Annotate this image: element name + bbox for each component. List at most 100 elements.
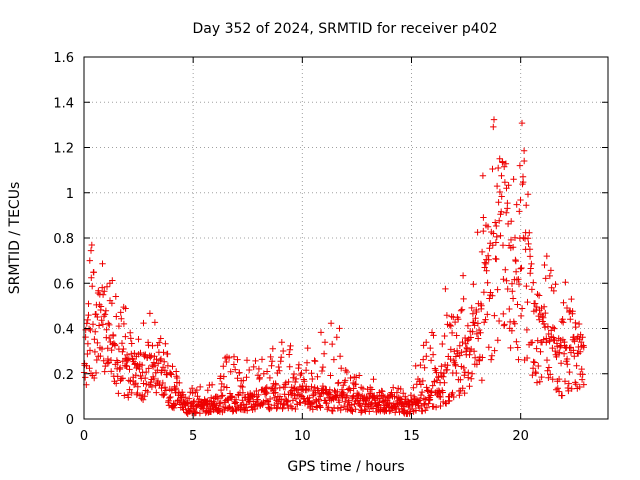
data-point — [106, 321, 113, 329]
data-point — [347, 387, 354, 394]
data-point — [128, 340, 135, 347]
data-point — [173, 374, 181, 382]
data-point — [87, 326, 94, 334]
data-point — [545, 374, 552, 381]
data-point — [230, 361, 238, 368]
data-point — [167, 370, 174, 377]
data-point — [524, 298, 531, 306]
data-point — [91, 374, 98, 382]
data-point — [104, 360, 111, 367]
data-point — [470, 319, 478, 326]
data-point — [519, 173, 527, 180]
data-point — [576, 383, 583, 391]
y-tick-label: 0 — [66, 413, 74, 428]
data-point — [515, 356, 522, 363]
data-point — [162, 340, 169, 347]
data-point — [112, 293, 119, 300]
data-point — [110, 332, 117, 340]
data-point — [272, 389, 279, 396]
data-point — [517, 196, 524, 204]
data-point — [340, 382, 347, 389]
data-point — [309, 375, 316, 383]
data-point — [541, 324, 549, 331]
data-point — [509, 288, 516, 295]
data-point — [267, 353, 274, 361]
y-tick-label: 0.8 — [53, 232, 74, 247]
data-point — [348, 407, 355, 414]
data-point — [101, 368, 108, 375]
data-point — [86, 365, 93, 372]
data-point — [558, 392, 566, 399]
data-point — [99, 260, 106, 267]
data-point — [419, 407, 426, 415]
data-point — [477, 329, 484, 336]
data-point — [423, 339, 430, 346]
data-point — [515, 276, 522, 283]
data-point — [84, 340, 92, 347]
data-point — [142, 374, 149, 382]
data-point — [105, 320, 112, 327]
data-point — [266, 374, 274, 382]
data-point — [258, 356, 266, 363]
data-point — [458, 349, 465, 356]
data-point — [254, 396, 261, 403]
data-point — [309, 406, 316, 413]
data-point — [128, 350, 135, 358]
data-point — [379, 397, 386, 405]
data-point — [514, 301, 521, 308]
data-point — [386, 399, 393, 407]
data-point — [319, 363, 327, 371]
data-point — [479, 172, 487, 179]
y-tick-label: 1.4 — [53, 96, 74, 111]
data-point — [366, 408, 373, 415]
data-point — [447, 322, 455, 330]
data-point — [278, 339, 285, 346]
data-point — [440, 373, 447, 380]
data-point — [274, 404, 281, 411]
data-point — [542, 275, 549, 282]
data-point — [560, 299, 567, 306]
data-point — [115, 322, 123, 330]
data-point — [578, 376, 586, 383]
data-point — [167, 393, 174, 401]
data-point — [557, 360, 565, 367]
data-point — [295, 361, 303, 368]
data-point — [331, 387, 338, 394]
data-point — [101, 311, 109, 318]
data-point — [505, 182, 512, 189]
data-point — [351, 400, 358, 408]
data-point — [429, 382, 436, 389]
data-point — [95, 287, 102, 294]
x-axis-label: GPS time / hours — [287, 459, 404, 475]
data-point — [493, 182, 501, 190]
data-point — [319, 382, 327, 390]
data-point — [541, 261, 548, 269]
data-point — [534, 337, 541, 344]
data-point — [530, 279, 537, 286]
data-point — [531, 300, 539, 307]
data-point — [255, 365, 263, 373]
data-point — [472, 315, 479, 322]
data-point — [493, 255, 500, 263]
data-point — [266, 405, 273, 413]
data-point — [400, 390, 407, 397]
data-point — [168, 371, 175, 378]
data-point — [478, 377, 486, 384]
data-point — [460, 364, 467, 372]
data-point — [266, 395, 274, 403]
data-point — [108, 300, 116, 307]
data-point — [96, 301, 103, 308]
data-point — [494, 337, 501, 344]
data-point — [565, 380, 572, 387]
data-point — [491, 312, 498, 319]
data-point — [520, 178, 527, 186]
data-point — [99, 291, 107, 298]
data-point — [282, 379, 289, 387]
data-point — [150, 375, 158, 383]
data-point — [485, 256, 492, 263]
data-point — [156, 357, 164, 364]
data-point — [464, 337, 471, 344]
data-point — [98, 345, 106, 353]
data-point — [260, 370, 267, 377]
data-point — [92, 311, 100, 318]
